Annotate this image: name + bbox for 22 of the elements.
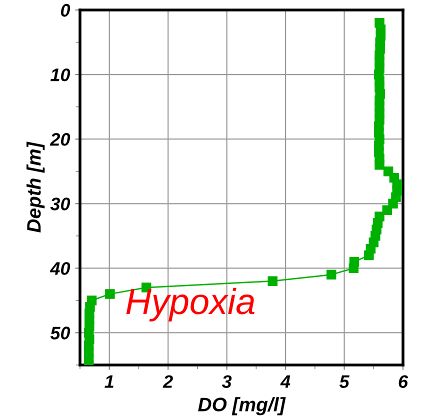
- y-tick-label: 40: [50, 262, 70, 275]
- point: [382, 205, 392, 215]
- y-tick-label: 30: [50, 198, 70, 210]
- annotation: Hypoxia: [126, 288, 254, 322]
- point: [105, 289, 115, 299]
- x-tick-label: 3: [222, 375, 232, 388]
- x-tick-label: 4: [280, 375, 290, 388]
- y-tick-label: 10: [50, 68, 70, 82]
- y-tick-label: 20: [50, 133, 70, 146]
- x-tick-label: 2: [162, 375, 173, 388]
- point: [268, 276, 278, 286]
- y-tick-label: 50: [50, 326, 70, 340]
- x-axis-title: DO [mg/l]: [198, 397, 286, 416]
- x-tick-label: 1: [104, 375, 114, 388]
- point: [348, 263, 359, 274]
- y-axis-title: Depth [m]: [26, 142, 45, 233]
- point: [364, 250, 374, 260]
- x-tick-label: 5: [339, 375, 350, 388]
- point: [326, 270, 336, 280]
- x-tick-label: 6: [398, 375, 408, 388]
- y-tick-label: 0: [60, 4, 70, 17]
- point: [374, 160, 384, 170]
